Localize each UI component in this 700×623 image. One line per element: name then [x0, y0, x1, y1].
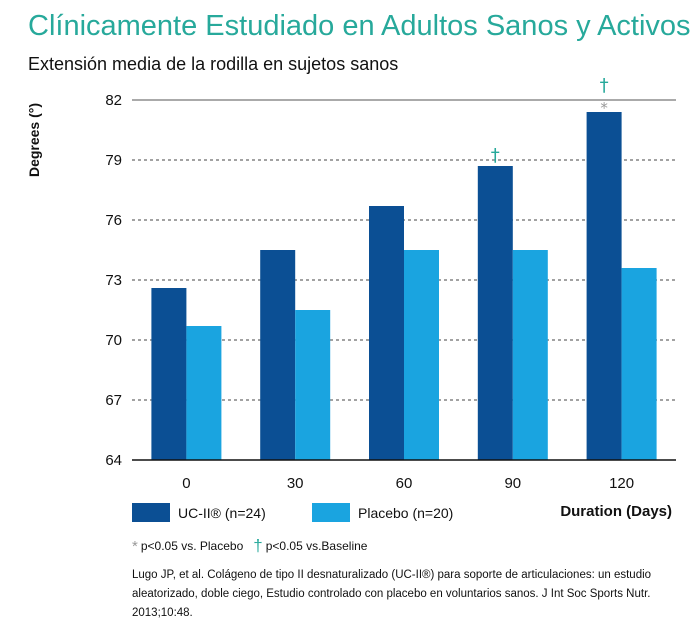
bar-uc2	[260, 250, 296, 460]
y-tick-label: 76	[105, 212, 122, 229]
citation: Lugo JP, et al. Colágeno de tipo II desn…	[132, 569, 652, 619]
annotation-dagger: †	[491, 145, 500, 166]
y-tick-label: 67	[105, 392, 122, 409]
x-tick-label: 90	[504, 475, 521, 492]
legend-item-uc2: UC-II® (n=24)	[132, 503, 266, 522]
star-symbol: *	[132, 537, 138, 555]
bar-placebo	[512, 250, 548, 460]
dagger-note: p<0.05 vs.Baseline	[265, 539, 368, 553]
bar-placebo	[186, 326, 222, 460]
annotation-dagger: †	[600, 75, 609, 96]
legend-item-placebo: Placebo (n=20)	[312, 503, 453, 522]
page-title: Clínicamente Estudiado en Adultos Sanos …	[28, 10, 691, 42]
bar-placebo	[295, 310, 331, 460]
bar-uc2	[586, 112, 622, 460]
x-tick-label: 120	[609, 475, 634, 492]
bar-chart: 64 67 70 73 76 79 82 Degrees (°) 0 30 60 90 120 * † †	[26, 75, 676, 492]
legend-label-uc2: UC-II® (n=24)	[178, 504, 266, 521]
dagger-symbol: †	[253, 536, 263, 555]
star-note: p<0.05 vs. Placebo	[140, 539, 244, 553]
y-tick-label: 70	[105, 332, 122, 349]
x-tick-label: 0	[182, 475, 190, 492]
chart-subtitle: Extensión media de la rodilla en sujetos…	[28, 54, 399, 74]
bar-uc2	[477, 166, 513, 460]
legend-swatch-uc2	[132, 503, 170, 522]
x-axis-label: Duration (Days)	[560, 503, 672, 520]
y-tick-label: 73	[105, 272, 122, 289]
x-tick-label: 60	[396, 475, 413, 492]
significance-notes: * p<0.05 vs. Placebo † p<0.05 vs.Baselin…	[132, 536, 367, 556]
x-tick-label: 30	[287, 475, 304, 492]
annotation-star: *	[600, 99, 608, 117]
legend-label-placebo: Placebo (n=20)	[358, 504, 454, 521]
y-tick-label: 79	[105, 152, 122, 169]
y-tick-label: 82	[105, 92, 122, 109]
bar-placebo	[621, 268, 657, 460]
bar-placebo	[404, 250, 439, 460]
bar-uc2	[369, 206, 404, 460]
y-tick-label: 64	[105, 452, 122, 469]
legend-swatch-placebo	[312, 503, 350, 522]
y-axis-label: Degrees (°)	[26, 103, 42, 177]
bar-uc2	[151, 288, 187, 460]
